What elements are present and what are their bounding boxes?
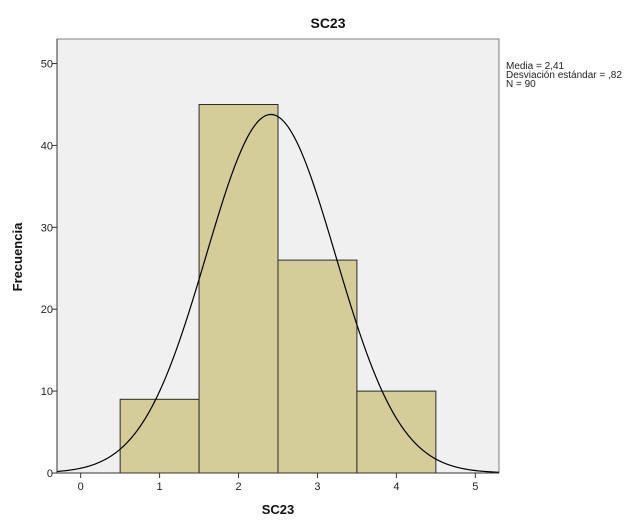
x-tick-label: 5 (472, 481, 478, 493)
x-tick-label: 2 (235, 481, 241, 493)
stat-line-2: Desviación estándar = ,82 (506, 70, 622, 81)
x-tick-label: 0 (78, 481, 84, 493)
histogram-bar-1 (119, 398, 200, 474)
y-tick-label: 20 (41, 304, 53, 316)
y-tick-label: 0 (47, 468, 53, 480)
x-tick-label: 4 (393, 481, 399, 493)
y-tick-label: 40 (41, 140, 53, 152)
stat-line-3: N = 90 (506, 79, 536, 90)
stat-line-1: Media = 2,41 (506, 61, 565, 72)
chart-title: SC23 (310, 15, 345, 31)
x-tick-label: 3 (314, 481, 320, 493)
histogram-bar-2 (198, 104, 279, 474)
x-axis-title: SC23 (262, 502, 295, 517)
y-axis-title: Frecuencia (10, 222, 25, 291)
normal-curve (56, 113, 500, 473)
y-tick-label: 30 (41, 222, 53, 234)
x-tick-label: 1 (157, 481, 163, 493)
y-tick-label: 10 (41, 386, 53, 398)
y-tick-label: 50 (41, 59, 53, 71)
bars-group (119, 104, 437, 474)
histogram-bar-3 (277, 259, 358, 474)
histogram-bar-4 (356, 390, 437, 474)
